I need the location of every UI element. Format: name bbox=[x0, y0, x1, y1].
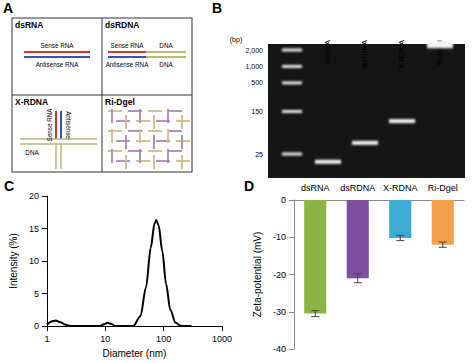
svg-text:0: 0 bbox=[281, 195, 286, 205]
svg-text:500: 500 bbox=[251, 79, 263, 86]
svg-text:10: 10 bbox=[100, 334, 110, 344]
svg-text:20: 20 bbox=[29, 191, 39, 201]
svg-text:dsRDNA: dsRDNA bbox=[340, 183, 375, 193]
svg-text:Diameter (nm): Diameter (nm) bbox=[103, 348, 167, 359]
svg-text:5: 5 bbox=[34, 289, 39, 299]
svg-text:-10: -10 bbox=[273, 232, 286, 242]
svg-text:Intensity (%): Intensity (%) bbox=[8, 233, 19, 289]
svg-text:dsRDNA: dsRDNA bbox=[105, 20, 139, 30]
svg-text:Ri-Dgel: Ri-Dgel bbox=[435, 40, 444, 65]
svg-text:1,000: 1,000 bbox=[245, 63, 263, 70]
svg-text:dsRDNA: dsRDNA bbox=[360, 40, 369, 69]
svg-text:X-RDNA: X-RDNA bbox=[397, 40, 406, 69]
svg-text:150: 150 bbox=[251, 108, 263, 115]
html-text:C: C bbox=[4, 178, 15, 194]
svg-text:-40: -40 bbox=[273, 344, 286, 354]
svg-text:(bp): (bp) bbox=[230, 36, 242, 44]
svg-text:Sense RNA: Sense RNA bbox=[41, 42, 75, 49]
svg-text:0: 0 bbox=[34, 321, 39, 331]
svg-text:X-RDNA: X-RDNA bbox=[15, 97, 48, 107]
svg-text:100: 100 bbox=[156, 334, 171, 344]
svg-text:dsRNA: dsRNA bbox=[301, 183, 330, 193]
svg-text:Antisense RNA: Antisense RNA bbox=[36, 61, 79, 68]
svg-text:-20: -20 bbox=[273, 270, 286, 280]
html-text:D: D bbox=[244, 178, 255, 194]
svg-text:DNA: DNA bbox=[159, 42, 173, 49]
svg-text:2,000: 2,000 bbox=[245, 47, 263, 54]
svg-text:dsRNA: dsRNA bbox=[323, 40, 332, 64]
svg-text:1000: 1000 bbox=[212, 334, 232, 344]
svg-text:X-RDNA: X-RDNA bbox=[383, 183, 418, 193]
svg-text:DNA: DNA bbox=[25, 149, 39, 156]
svg-text:DNA: DNA bbox=[159, 61, 173, 68]
svg-text:1: 1 bbox=[44, 334, 49, 344]
svg-text:Antisense RNA: Antisense RNA bbox=[106, 61, 149, 68]
svg-text:10: 10 bbox=[29, 256, 39, 266]
svg-text:Sense RNA: Sense RNA bbox=[111, 42, 145, 49]
svg-text:Sense RNA: Sense RNA bbox=[46, 108, 53, 142]
svg-text:Antisense: Antisense bbox=[65, 111, 72, 139]
svg-text:-30: -30 bbox=[273, 307, 286, 317]
svg-text:25: 25 bbox=[255, 151, 263, 158]
svg-text:Ri-Dgel: Ri-Dgel bbox=[105, 97, 135, 107]
svg-text:dsRNA: dsRNA bbox=[15, 20, 43, 30]
svg-text:Ri-Dgel: Ri-Dgel bbox=[428, 183, 458, 193]
svg-text:15: 15 bbox=[29, 224, 39, 234]
svg-text:Zeta-potential (mV): Zeta-potential (mV) bbox=[252, 232, 263, 318]
svg-text:A: A bbox=[3, 0, 13, 16]
svg-text:B: B bbox=[212, 0, 222, 16]
